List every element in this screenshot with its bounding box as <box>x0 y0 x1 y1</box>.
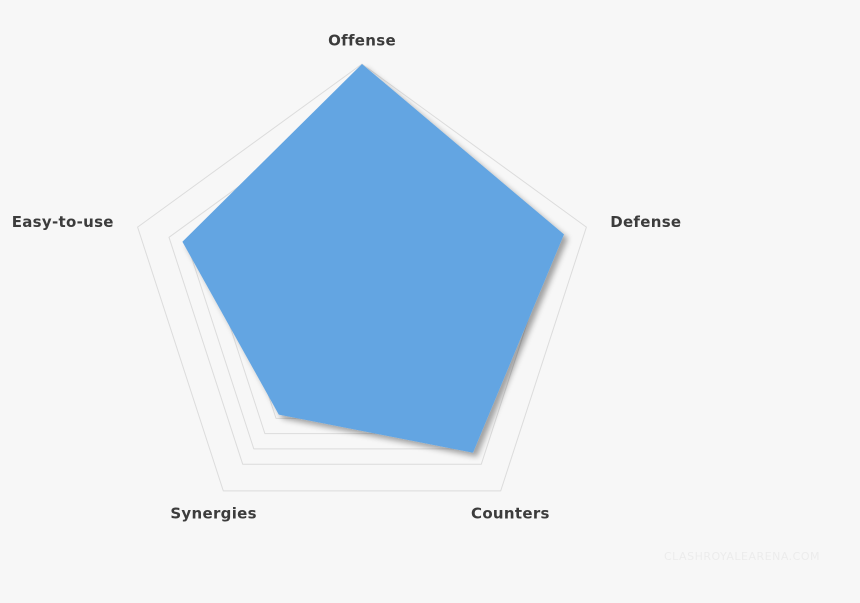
radar-series-area <box>182 64 564 453</box>
watermark-text: CLASHROYALEARENA.COM <box>664 550 821 563</box>
axis-label-defense: Defense <box>610 213 681 231</box>
axis-label-counters: Counters <box>471 504 550 522</box>
axis-label-easy-to-use: Easy-to-use <box>12 213 114 231</box>
axis-labels: Offense Defense Counters Synergies Easy-to-u… <box>12 32 681 523</box>
grid-ring-6 <box>137 63 587 492</box>
axis-label-offense: Offense <box>328 32 396 50</box>
axis-label-synergies: Synergies <box>170 504 257 522</box>
